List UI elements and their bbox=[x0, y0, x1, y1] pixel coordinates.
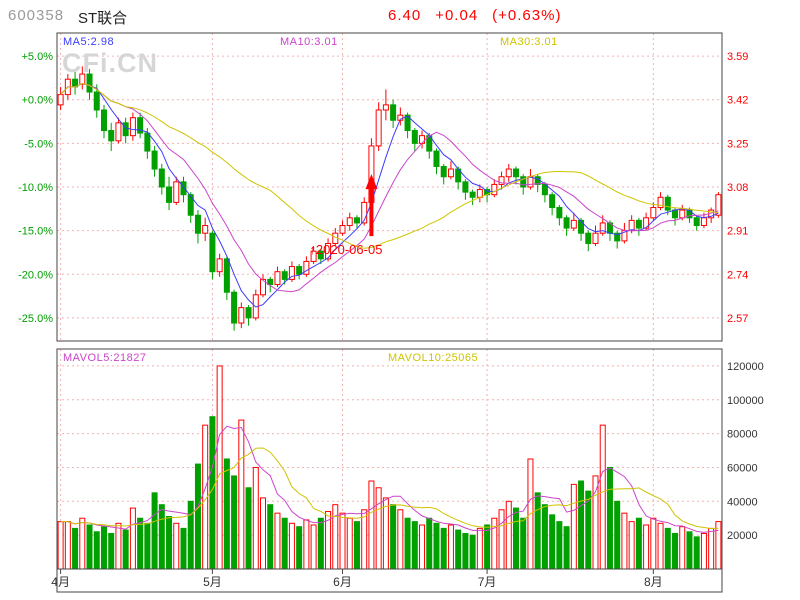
svg-text:-20.0%: -20.0% bbox=[18, 269, 53, 281]
svg-text:100000: 100000 bbox=[727, 395, 764, 407]
ma-lines bbox=[60, 83, 719, 308]
svg-text:-5.0%: -5.0% bbox=[24, 138, 53, 150]
svg-text:4月: 4月 bbox=[51, 575, 70, 589]
ma30-label: MA30:3.01 bbox=[500, 36, 558, 48]
annotation: ↑2020-06-05 bbox=[309, 174, 382, 257]
svg-text:40000: 40000 bbox=[727, 496, 758, 508]
last-price: 6.40 bbox=[388, 7, 422, 24]
pane-borders bbox=[56, 32, 723, 593]
svg-text:3.25: 3.25 bbox=[727, 138, 748, 150]
date-axis: 4月 5月 6月 7月 8月 bbox=[51, 569, 663, 589]
svg-text:2.57: 2.57 bbox=[727, 313, 748, 325]
ma10-label: MA10:3.01 bbox=[280, 36, 338, 48]
svg-text:120000: 120000 bbox=[727, 361, 764, 373]
price-quote: 6.40 +0.04 (+0.63%) bbox=[388, 7, 561, 24]
mavol5-label: MAVOL5:21827 bbox=[63, 352, 147, 364]
svg-text:-15.0%: -15.0% bbox=[18, 226, 53, 238]
svg-text:2.74: 2.74 bbox=[727, 269, 748, 281]
price-change-pct: (+0.63%) bbox=[492, 7, 562, 24]
stock-name: ST联合 bbox=[78, 10, 128, 27]
svg-text:↑2020-06-05: ↑2020-06-05 bbox=[309, 242, 382, 257]
stock-code: 600358 bbox=[8, 7, 65, 24]
ma5-label: MA5:2.98 bbox=[63, 36, 115, 48]
svg-text:8月: 8月 bbox=[644, 575, 663, 589]
svg-text:2.91: 2.91 bbox=[727, 226, 748, 238]
svg-text:60000: 60000 bbox=[727, 462, 758, 474]
svg-text:+5.0%: +5.0% bbox=[22, 51, 54, 63]
svg-text:3.08: 3.08 bbox=[727, 182, 748, 194]
mavol-lines bbox=[60, 425, 719, 533]
candles bbox=[57, 66, 722, 331]
mavol10-label: MAVOL10:25065 bbox=[388, 352, 479, 364]
svg-text:3.59: 3.59 bbox=[727, 51, 748, 63]
axis-labels: +5.0% 3.59 +0.0% 3.42 -5.0% 3.25 -10.0% 3.08 -15… bbox=[18, 51, 764, 542]
svg-text:+0.0%: +0.0% bbox=[22, 95, 54, 107]
svg-text:-10.0%: -10.0% bbox=[18, 182, 53, 194]
svg-text:5月: 5月 bbox=[203, 575, 222, 589]
svg-text:3.42: 3.42 bbox=[727, 95, 748, 107]
watermark: CFi.CN bbox=[62, 48, 158, 78]
svg-text:-25.0%: -25.0% bbox=[18, 313, 53, 325]
price-change: +0.04 bbox=[435, 7, 479, 24]
svg-text:80000: 80000 bbox=[727, 429, 758, 441]
svg-text:6月: 6月 bbox=[333, 575, 352, 589]
svg-text:20000: 20000 bbox=[727, 530, 758, 542]
svg-text:7月: 7月 bbox=[478, 575, 497, 589]
